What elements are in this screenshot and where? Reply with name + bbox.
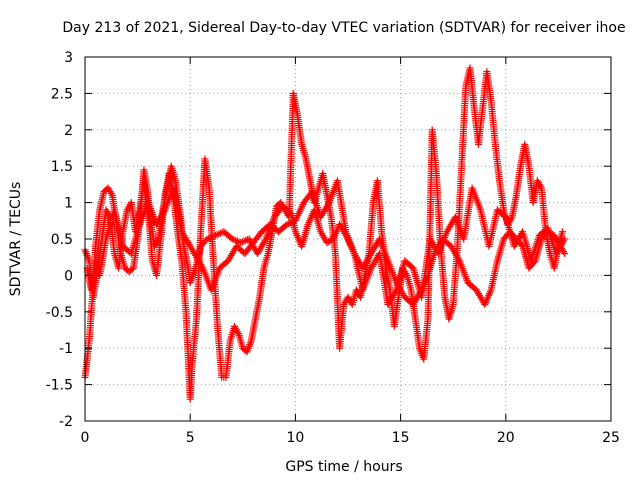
series-trace-c bbox=[83, 177, 569, 309]
chart-title: Day 213 of 2021, Sidereal Day-to-day VTE… bbox=[62, 20, 625, 36]
points-layer bbox=[81, 64, 569, 403]
